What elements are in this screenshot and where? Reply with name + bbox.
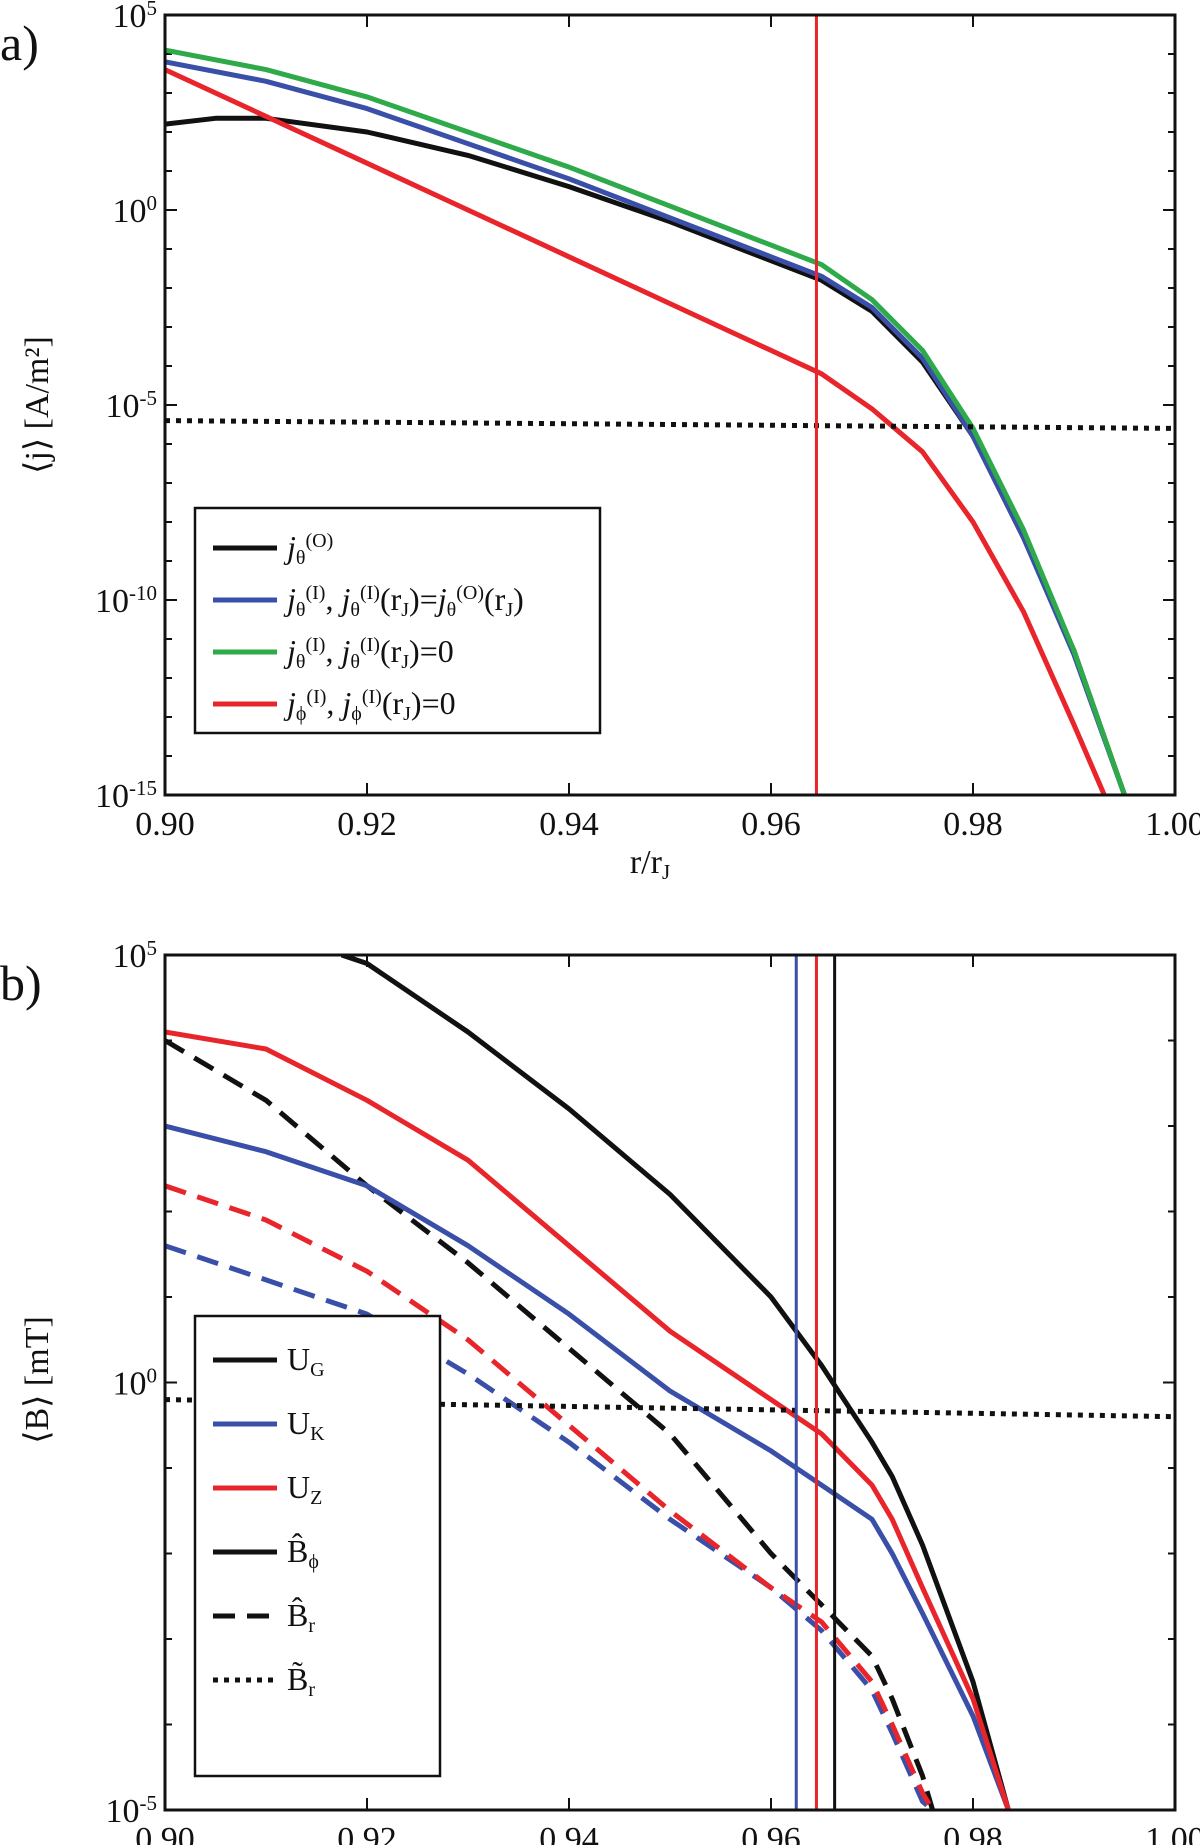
panel-label: b) — [0, 955, 42, 1011]
series-UZ_Br — [165, 1183, 935, 1810]
y-axis-label: ⟨B⟩ [mT] — [19, 1316, 56, 1444]
x-axis-label: r/rJ — [630, 844, 670, 884]
x-tick-label: 0.92 — [337, 1821, 397, 1845]
legend-label: B̃r — [287, 1661, 315, 1701]
series-noise — [165, 418, 1175, 431]
legend-box — [193, 1314, 442, 1778]
y-tick-label: 100 — [113, 1364, 158, 1403]
legend-label: UZ — [287, 1469, 322, 1509]
legend-label: jθ(I), jθ(I)(rJ)=0 — [283, 633, 454, 673]
x-tick-label: 0.90 — [135, 1821, 195, 1845]
y-axis-label: ⟨j⟩ [A/m²] — [19, 336, 56, 474]
legend-label: B̂r — [287, 1597, 315, 1637]
series-UK_Bphi — [165, 1123, 1011, 1810]
series-UZ_Bphi — [165, 1029, 1011, 1810]
y-tick-label: 10-10 — [95, 581, 157, 620]
x-tick-label: 0.94 — [539, 806, 599, 843]
y-tick-label: 10-15 — [95, 776, 157, 815]
x-tick-label: 0.98 — [943, 1821, 1003, 1845]
x-tick-label: 0.90 — [135, 806, 195, 843]
x-tick-label: 1.00 — [1145, 1821, 1200, 1845]
legend-label: jϕ(I), jϕ(I)(rJ)=0 — [283, 685, 456, 725]
panel-a: a) ⟨j⟩ [A/m²] r/rJ 0.90 0.92 0.94 0.96 0.98 1.00… — [0, 0, 1200, 884]
series-j_theta_I_matched — [165, 59, 1127, 795]
legend-label: jθ(O) — [283, 529, 333, 569]
y-tick-label: 105 — [113, 0, 158, 35]
series-j_theta_I_zero — [165, 47, 1127, 795]
y-tick-label: 10-5 — [106, 386, 158, 425]
x-tick-label: 0.92 — [337, 806, 397, 843]
panel-b: b)⟨B⟩ [mT]r/rJ0.900.920.940.960.981.0010… — [0, 936, 1200, 1845]
x-tick-label: 0.96 — [741, 1821, 801, 1845]
legend-label: UK — [287, 1405, 325, 1445]
plot-frame — [163, 953, 1177, 1812]
x-tick-label: 0.96 — [741, 806, 801, 843]
y-tick-label: 100 — [113, 191, 158, 230]
x-tick-label: 1.00 — [1145, 806, 1200, 843]
series-UK_Br — [165, 1243, 935, 1810]
y-tick-label: 105 — [113, 936, 158, 975]
legend: jθ(O) jθ(I), jθ(I)(rJ)=jθ(O)(rJ) jθ(I), jθ… — [193, 506, 602, 735]
series-j_phi_I_zero — [165, 67, 1107, 795]
x-tick-label: 0.98 — [943, 806, 1003, 843]
series-UG_Bphi — [340, 955, 1011, 1810]
panel-label: a) — [0, 15, 39, 71]
legend-label: UG — [287, 1341, 325, 1381]
x-tick-label: 0.94 — [539, 1821, 599, 1845]
legend: UG UK UZ B̂ϕ B̂r B̃r — [193, 1314, 442, 1778]
legend-label: jθ(I), jθ(I)(rJ)=jθ(O)(rJ) — [283, 581, 524, 621]
plot-frame — [163, 13, 1177, 797]
series-UG_Br — [165, 1038, 935, 1810]
legend-label: B̂ϕ — [287, 1533, 319, 1573]
y-tick-label: 10-5 — [106, 1791, 158, 1830]
